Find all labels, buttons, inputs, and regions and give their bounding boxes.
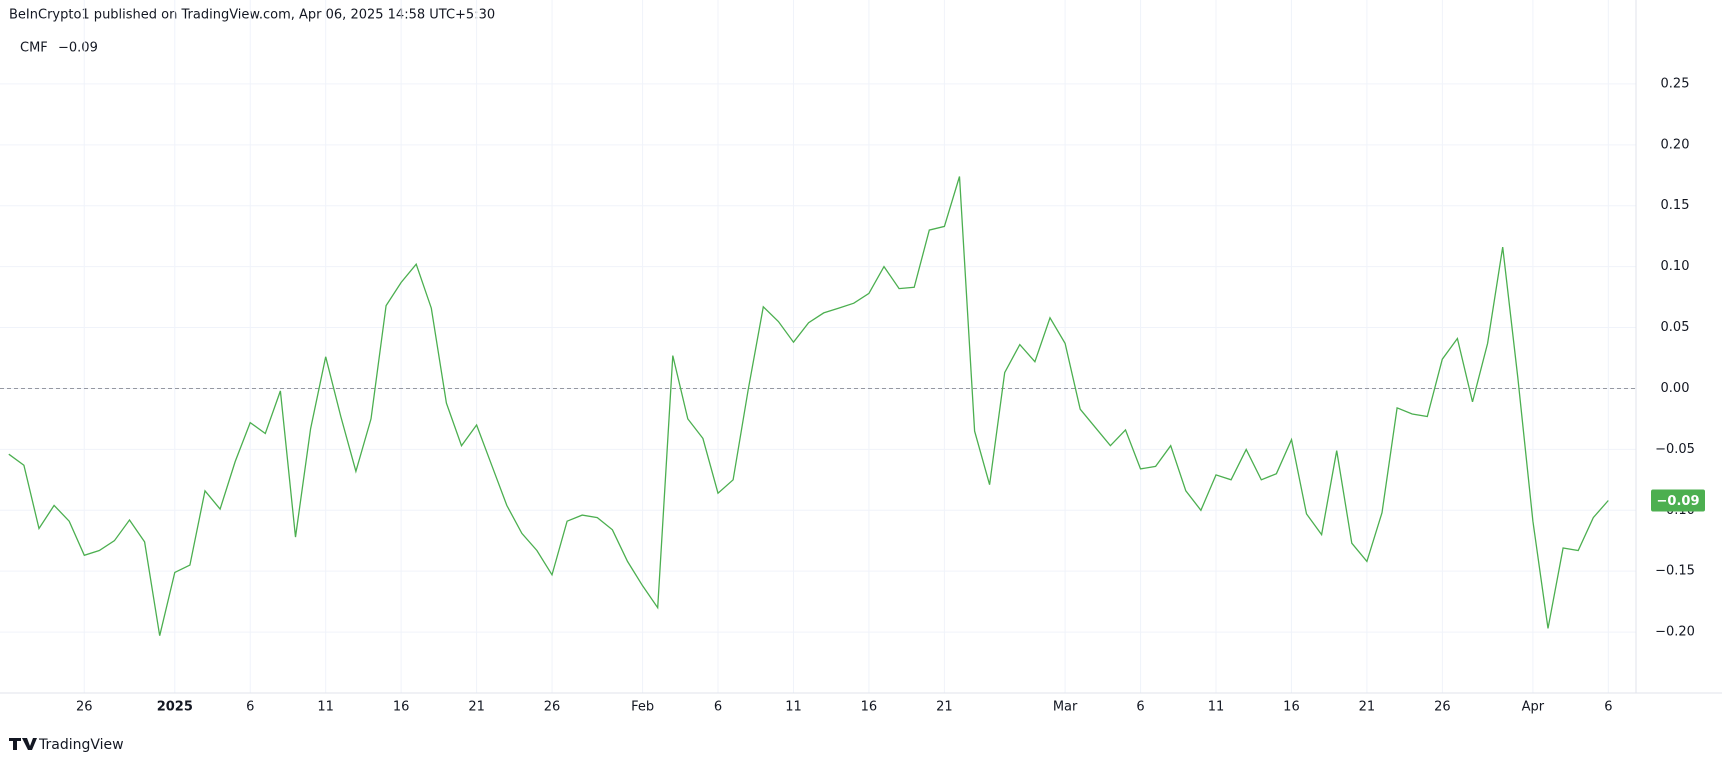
y-tick-label: 0.20	[1661, 137, 1690, 152]
x-tick-label: Feb	[631, 700, 654, 715]
cmf-line	[8, 176, 1609, 636]
y-tick-label: −0.05	[1655, 442, 1695, 457]
y-tick-label: 0.05	[1661, 320, 1690, 335]
y-tick-label: 0.00	[1661, 381, 1690, 396]
grid	[0, 0, 1636, 693]
x-tick-label: 21	[1359, 700, 1376, 715]
y-tick-label: 0.10	[1661, 259, 1690, 274]
x-tick-label: Apr	[1522, 700, 1545, 715]
x-tick-label: 21	[468, 700, 485, 715]
x-tick-label: 6	[1136, 700, 1144, 715]
y-tick-label: 0.25	[1661, 76, 1690, 91]
last-value-box	[1651, 489, 1705, 512]
y-tick-label: −0.15	[1655, 564, 1695, 579]
x-tick-label: Mar	[1053, 700, 1078, 715]
legend-value: −0.09	[58, 41, 98, 56]
x-tick-label: 6	[714, 700, 722, 715]
y-tick-label: 0.15	[1661, 198, 1690, 213]
legend-name: CMF	[20, 41, 48, 56]
x-tick-label: 26	[76, 700, 93, 715]
x-tick-label: 16	[393, 700, 410, 715]
header: BeInCrypto1 published on TradingView.com…	[9, 8, 495, 23]
x-tick-label: 2025	[157, 700, 193, 715]
footer: TradingView	[38, 737, 124, 753]
x-tick-label: 11	[785, 700, 802, 715]
x-tick-label: 11	[317, 700, 334, 715]
footer-logo	[9, 738, 37, 750]
x-tick-label: 16	[1283, 700, 1300, 715]
x-tick-label: 16	[861, 700, 878, 715]
x-tick-label: 26	[1434, 700, 1451, 715]
x-tick-label: 21	[936, 700, 953, 715]
x-tick-label: 6	[246, 700, 254, 715]
last-value-label: −0.09	[1657, 494, 1700, 509]
x-tick-label: 11	[1208, 700, 1225, 715]
y-tick-label: −0.20	[1655, 625, 1695, 640]
x-tick-label: 6	[1604, 700, 1612, 715]
x-tick-label: 26	[544, 700, 561, 715]
